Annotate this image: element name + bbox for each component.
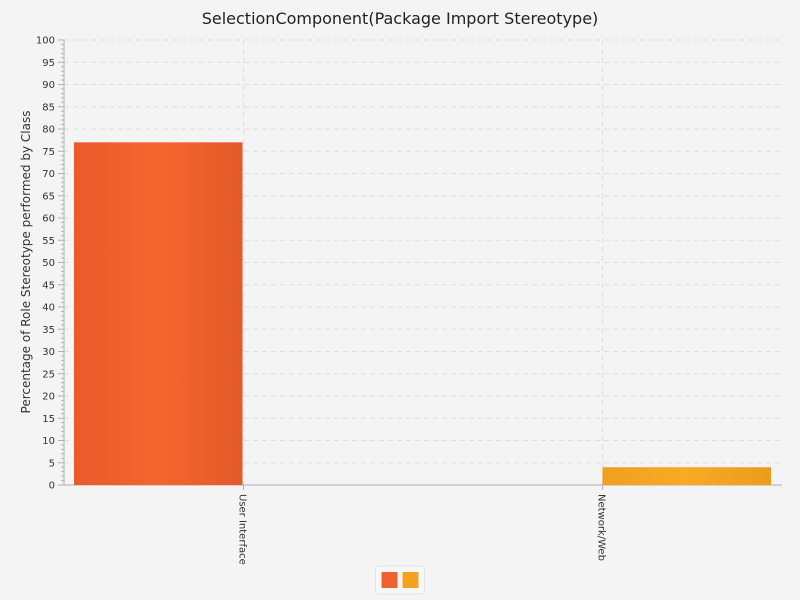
bars xyxy=(74,142,771,485)
y-tick-label: 10 xyxy=(42,436,55,447)
y-axis-label: Percentage of Role Stereotype performed … xyxy=(19,111,33,414)
y-tick-label: 15 xyxy=(42,414,55,425)
y-tick-label: 20 xyxy=(42,392,55,403)
bar xyxy=(74,142,243,485)
y-tick-label: 60 xyxy=(42,214,55,225)
y-tick-label: 35 xyxy=(42,325,55,336)
y-tick-label: 30 xyxy=(42,347,55,358)
legend xyxy=(375,565,425,595)
chart-title: SelectionComponent(Package Import Stereo… xyxy=(202,9,599,28)
y-tick-label: 40 xyxy=(42,303,55,314)
x-tick-label: Network/Web xyxy=(596,494,607,561)
y-tick-label: 80 xyxy=(42,125,55,136)
y-tick-label: 85 xyxy=(42,102,55,113)
y-tick-label: 70 xyxy=(42,169,55,180)
y-tick-label: 45 xyxy=(42,280,55,291)
y-tick-label: 25 xyxy=(42,369,55,380)
x-tick-label: User Interface xyxy=(237,494,248,565)
x-tick-labels: User Interface Network/Web xyxy=(237,494,607,565)
bar xyxy=(602,467,771,485)
y-tick-label: 90 xyxy=(42,80,55,91)
y-tick-label: 65 xyxy=(42,191,55,202)
legend-swatch xyxy=(381,572,398,588)
y-tick-label: 95 xyxy=(42,58,55,69)
y-tick-label: 55 xyxy=(42,236,55,247)
y-tick-label: 50 xyxy=(42,258,55,269)
legend-swatch xyxy=(402,572,419,588)
y-tick-label: 75 xyxy=(42,147,55,158)
y-tick-label: 100 xyxy=(36,36,55,47)
y-tick-label: 0 xyxy=(49,481,55,492)
y-tick-label: 5 xyxy=(49,458,55,469)
